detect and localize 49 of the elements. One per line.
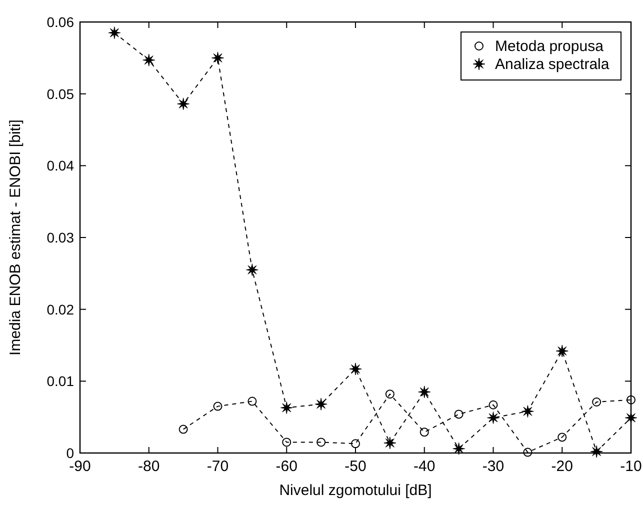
x-tick-label: -90 [69, 458, 91, 475]
x-tick-label: -50 [344, 458, 366, 475]
x-tick-label: -30 [482, 458, 504, 475]
point [590, 445, 603, 458]
x-tick-label: -10 [620, 458, 642, 475]
x-tick-label: -20 [551, 458, 573, 475]
point [418, 386, 431, 398]
point [178, 424, 188, 434]
point [213, 402, 222, 411]
y-axis-title: Imedia ENOB estimat - ENOBI [biti] [7, 120, 24, 356]
y-tick-label: 0.03 [46, 230, 74, 246]
point [282, 438, 292, 447]
point [558, 432, 567, 442]
point [521, 405, 534, 418]
point [454, 410, 464, 419]
point [523, 448, 532, 457]
point [420, 428, 429, 437]
x-axis-title: Nivelul zgomotului [dB] [279, 482, 432, 499]
y-tick-label: 0.06 [46, 14, 74, 30]
y-tick-label: 0 [66, 445, 74, 461]
point [108, 26, 121, 40]
point [142, 54, 156, 66]
point [177, 98, 190, 110]
point [487, 412, 500, 424]
point [280, 401, 293, 414]
x-tick-label: -70 [206, 458, 229, 475]
point [316, 438, 326, 447]
y-tick-label: 0.04 [46, 158, 74, 174]
point [488, 400, 498, 410]
y-tick-label: 0.01 [46, 373, 74, 390]
point [212, 52, 224, 64]
y-tick-label: 0.02 [46, 301, 74, 318]
point [246, 264, 258, 276]
point [452, 442, 466, 455]
point [385, 390, 394, 399]
point [626, 395, 636, 404]
point [592, 398, 602, 406]
legend-label: Metoda propusa [495, 38, 604, 55]
point [314, 398, 328, 410]
point [349, 362, 362, 376]
x-tick-label: -60 [276, 458, 298, 475]
point [556, 344, 568, 358]
point [351, 439, 360, 448]
x-tick-label: -40 [414, 458, 436, 475]
legend-label: Analiza spectrala [495, 56, 610, 73]
point [384, 436, 396, 450]
point [248, 396, 257, 406]
x-tick-label: -80 [138, 458, 160, 475]
y-tick-label: 0.05 [46, 86, 74, 102]
